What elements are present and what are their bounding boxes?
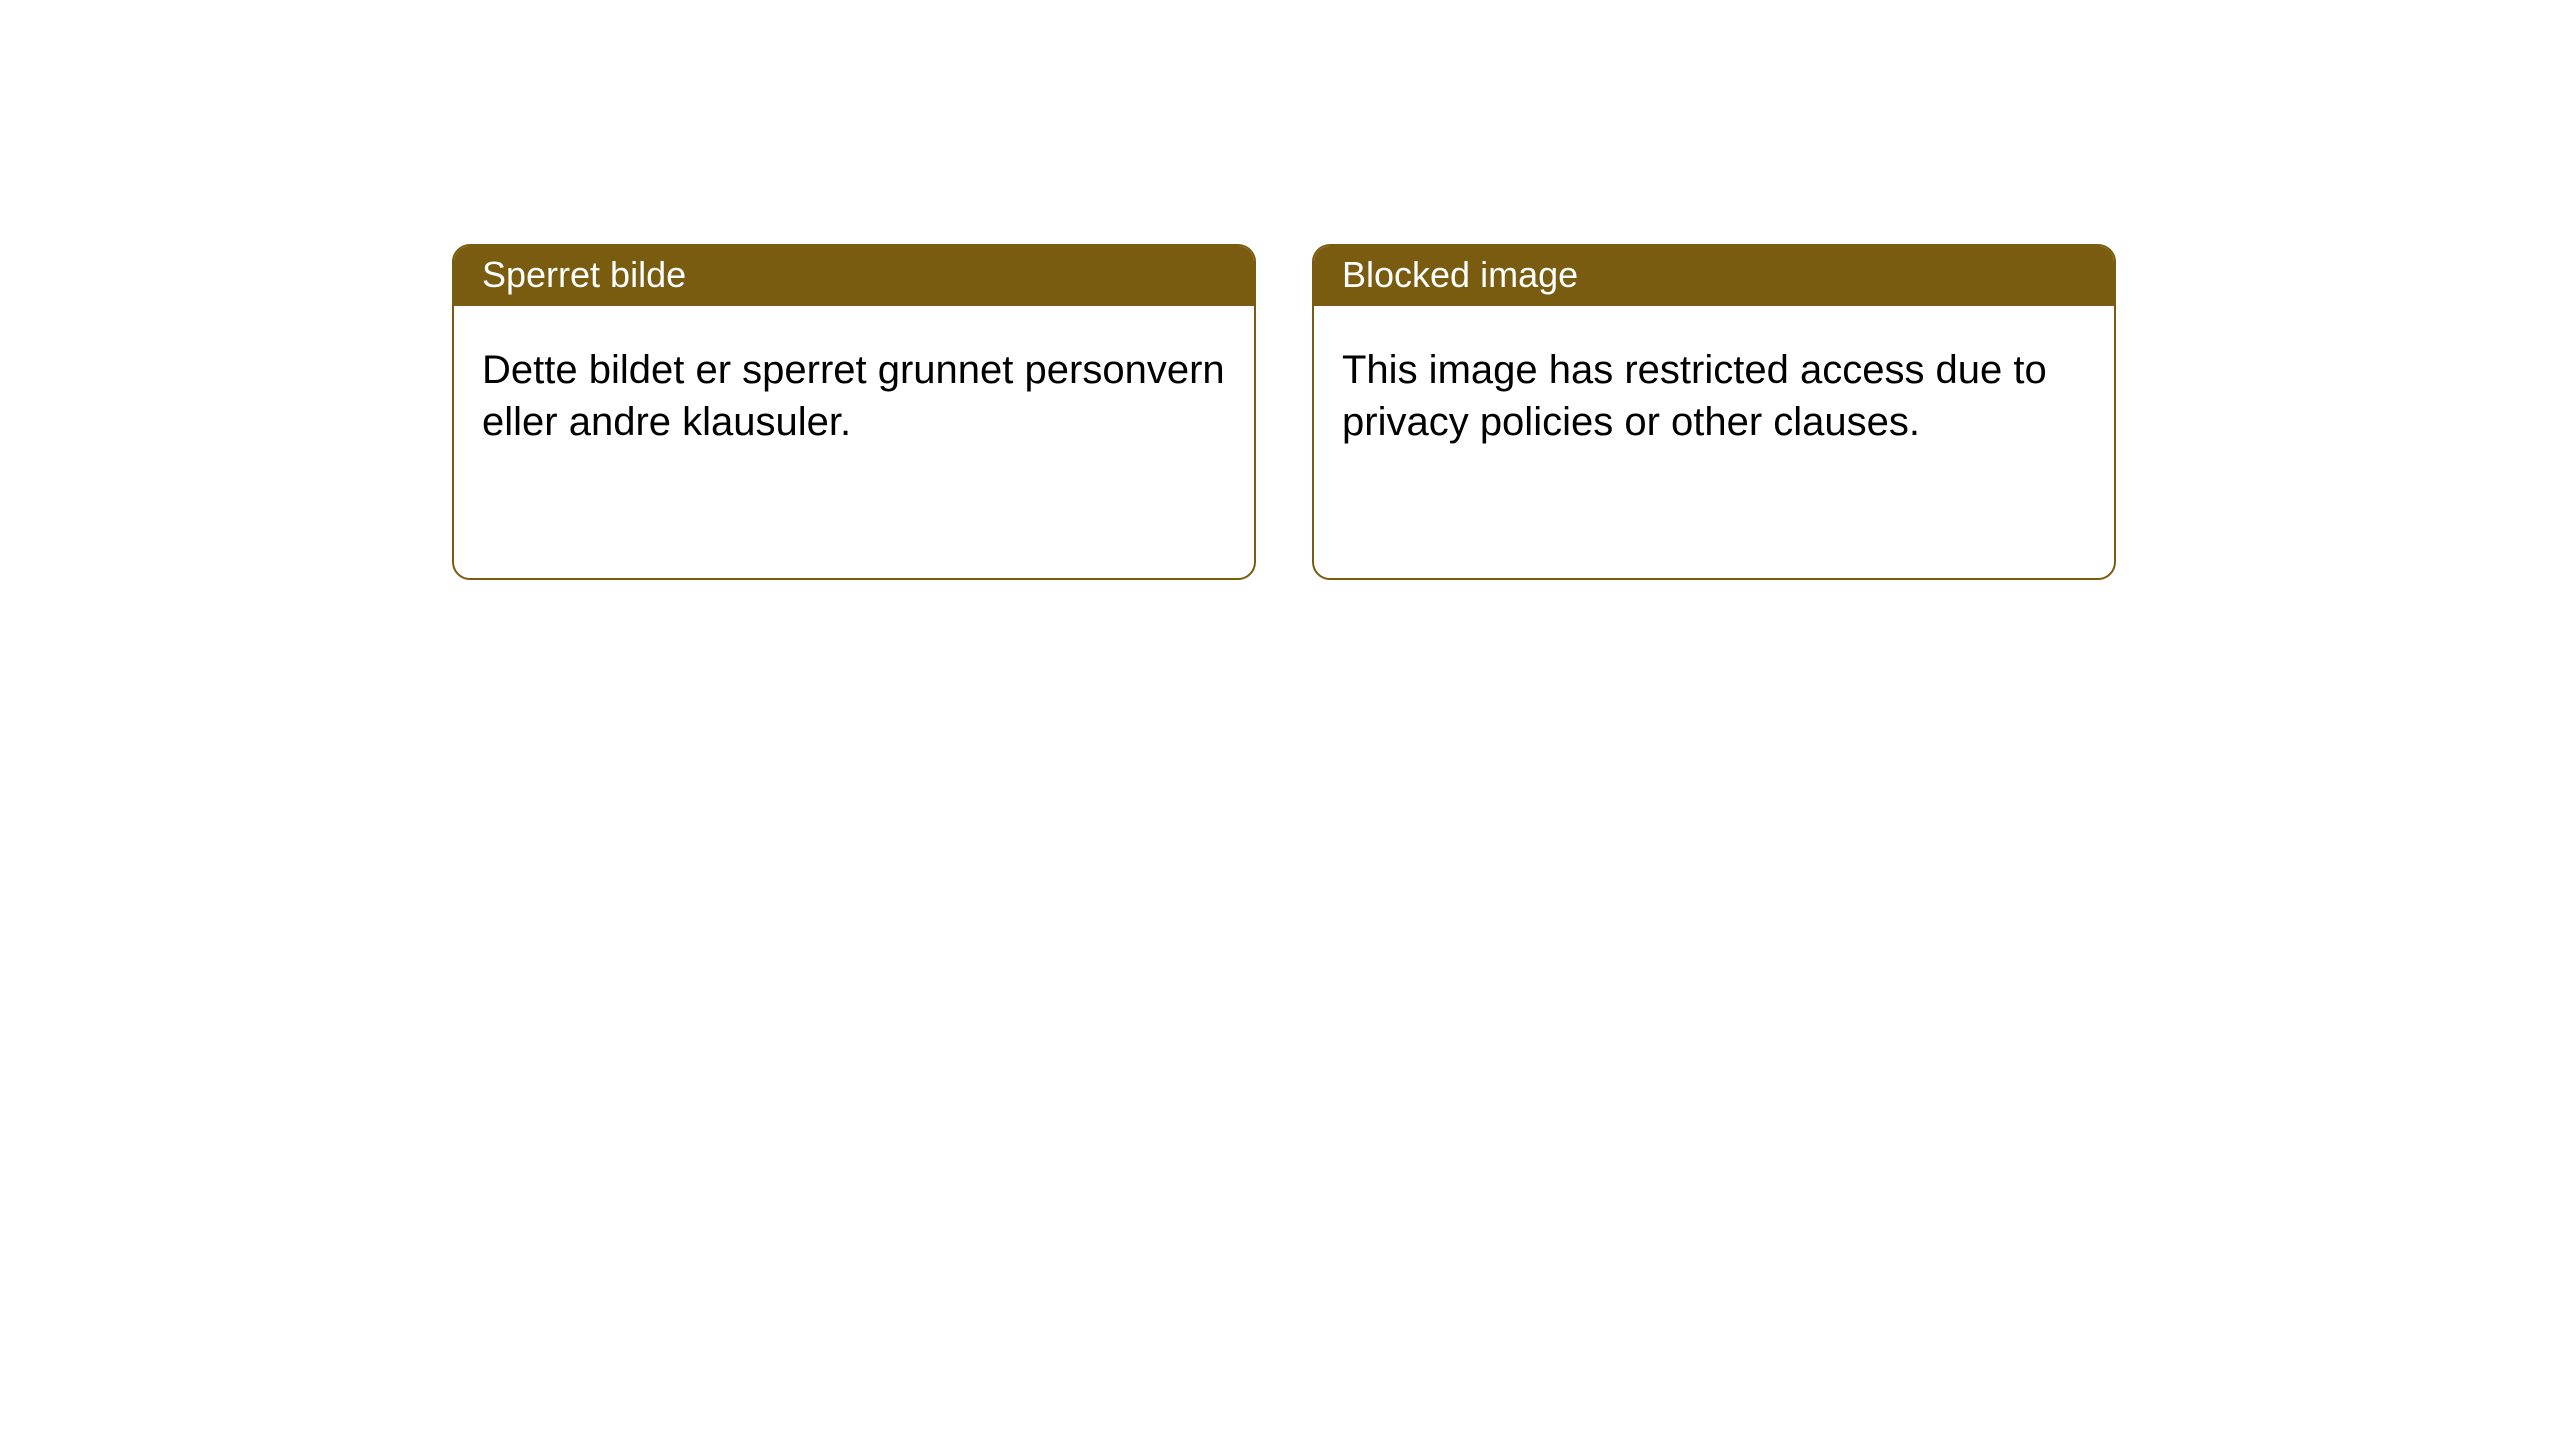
notice-cards-container: Sperret bilde Dette bildet er sperret gr… bbox=[0, 0, 2560, 580]
notice-card-english: Blocked image This image has restricted … bbox=[1312, 244, 2116, 580]
notice-header-text: Blocked image bbox=[1342, 254, 1578, 295]
notice-body-text: This image has restricted access due to … bbox=[1342, 348, 2047, 444]
notice-body-text: Dette bildet er sperret grunnet personve… bbox=[482, 348, 1225, 444]
notice-card-header: Sperret bilde bbox=[454, 246, 1254, 306]
notice-header-text: Sperret bilde bbox=[482, 254, 686, 295]
notice-card-body: This image has restricted access due to … bbox=[1314, 306, 2114, 476]
notice-card-body: Dette bildet er sperret grunnet personve… bbox=[454, 306, 1254, 476]
notice-card-norwegian: Sperret bilde Dette bildet er sperret gr… bbox=[452, 244, 1256, 580]
notice-card-header: Blocked image bbox=[1314, 246, 2114, 306]
